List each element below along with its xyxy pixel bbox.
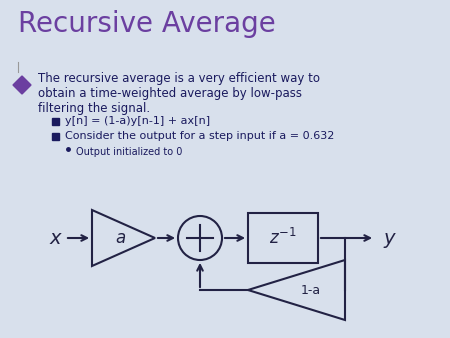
Text: a: a	[115, 229, 126, 247]
Text: Consider the output for a step input if a = 0.632: Consider the output for a step input if …	[65, 131, 334, 141]
Text: obtain a time-weighted average by low-pass: obtain a time-weighted average by low-pa…	[38, 87, 302, 100]
Text: y[n] = (1-a)y[n-1] + ax[n]: y[n] = (1-a)y[n-1] + ax[n]	[65, 116, 210, 126]
Polygon shape	[13, 76, 31, 94]
Bar	[52, 118, 59, 125]
Text: filtering the signal.: filtering the signal.	[38, 102, 150, 115]
Text: x: x	[49, 228, 61, 247]
Text: $z^{-1}$: $z^{-1}$	[269, 228, 297, 248]
Text: Recursive Average: Recursive Average	[18, 10, 276, 38]
Text: The recursive average is a very efficient way to: The recursive average is a very efficien…	[38, 72, 320, 85]
Text: 1-a: 1-a	[301, 284, 321, 296]
Text: Output initialized to 0: Output initialized to 0	[76, 147, 182, 157]
Text: y: y	[383, 228, 395, 247]
Bar	[248, 213, 318, 263]
Bar	[52, 133, 59, 140]
